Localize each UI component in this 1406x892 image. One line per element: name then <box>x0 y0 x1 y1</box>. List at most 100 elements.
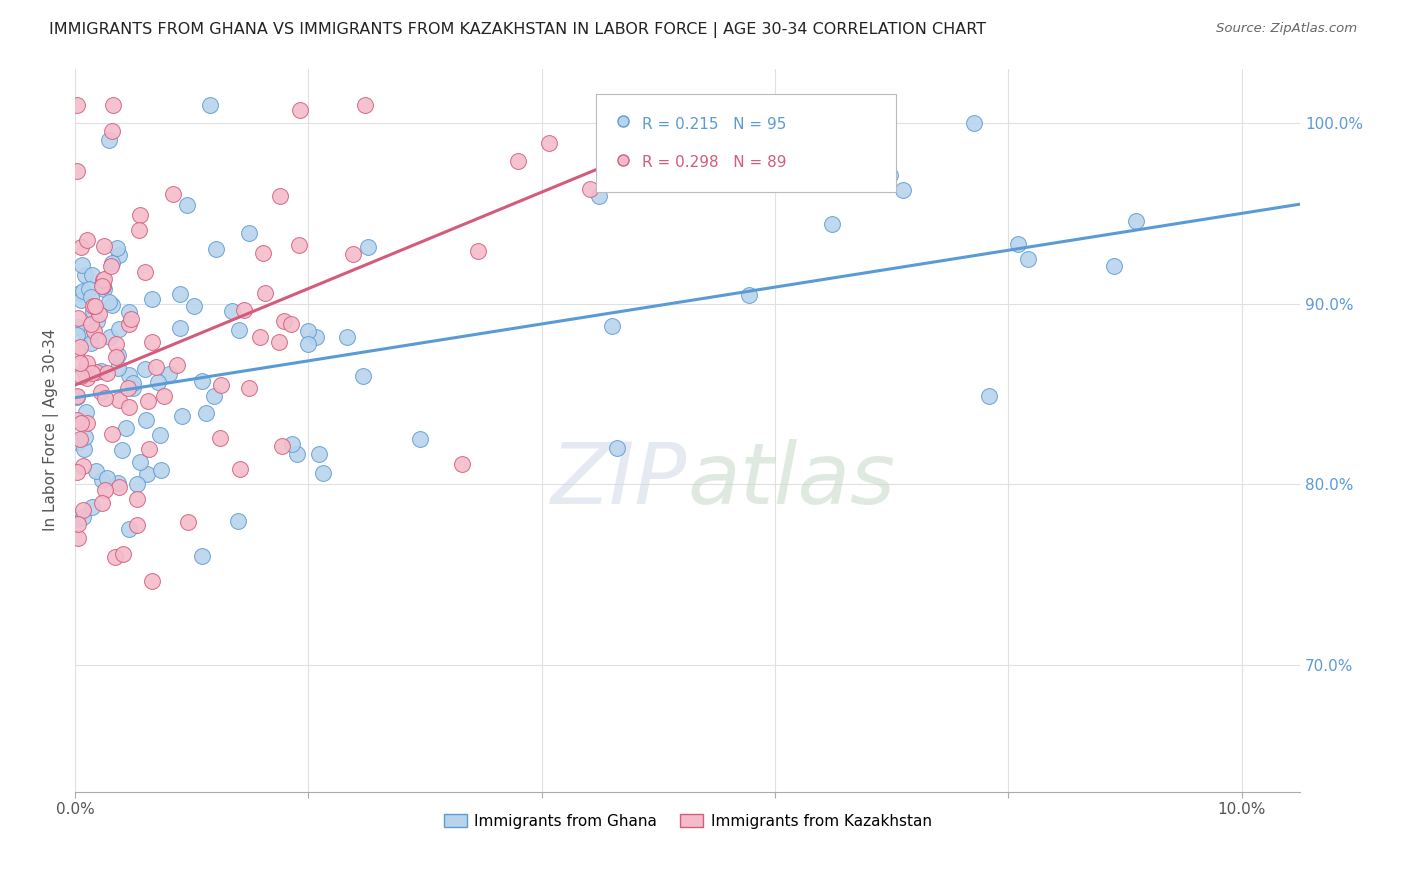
Point <box>191 549 214 563</box>
Point <box>738 288 761 302</box>
Point <box>128 455 150 469</box>
Point <box>336 330 359 344</box>
Point <box>198 97 221 112</box>
Point <box>100 297 122 311</box>
Point <box>352 368 374 383</box>
Point <box>467 244 489 258</box>
Point <box>72 502 94 516</box>
Point <box>117 381 139 395</box>
Point <box>166 359 188 373</box>
Point <box>979 389 1001 403</box>
Point <box>148 375 170 389</box>
Point <box>578 182 600 196</box>
Point <box>73 325 96 339</box>
Point <box>152 388 174 402</box>
Point <box>249 330 271 344</box>
Point <box>86 313 108 327</box>
Point <box>66 343 89 358</box>
Point <box>69 417 91 431</box>
Point <box>190 374 212 388</box>
Point <box>280 437 302 451</box>
Point <box>606 441 628 455</box>
Point <box>79 317 101 331</box>
Point <box>76 370 98 384</box>
Point <box>1017 252 1039 267</box>
Point <box>312 466 335 480</box>
Point <box>82 303 104 318</box>
Point <box>963 116 986 130</box>
Point <box>66 97 89 112</box>
Point <box>83 324 105 338</box>
Point <box>101 97 124 112</box>
Point <box>538 136 561 150</box>
Point <box>172 409 194 424</box>
Text: atlas: atlas <box>688 440 896 523</box>
Text: Source: ZipAtlas.com: Source: ZipAtlas.com <box>1216 22 1357 36</box>
Point <box>226 514 249 528</box>
Point <box>73 442 96 457</box>
Point <box>66 164 89 178</box>
Point <box>97 295 120 310</box>
Point <box>141 292 163 306</box>
Point <box>90 279 112 293</box>
Point <box>308 447 330 461</box>
Point <box>169 287 191 301</box>
Point <box>238 226 260 240</box>
Point <box>90 384 112 399</box>
Point <box>66 327 89 342</box>
Point <box>84 299 107 313</box>
Point <box>70 258 93 272</box>
Point <box>107 360 129 375</box>
Point <box>285 446 308 460</box>
Point <box>209 431 232 445</box>
Point <box>82 300 104 314</box>
Point <box>128 223 150 237</box>
Point <box>128 208 150 222</box>
Point <box>506 154 529 169</box>
Point <box>93 282 115 296</box>
Point <box>76 356 98 370</box>
Point <box>252 246 274 260</box>
Point <box>100 259 122 273</box>
Point <box>67 310 90 325</box>
Point <box>108 480 131 494</box>
Point <box>107 348 129 362</box>
Point <box>114 421 136 435</box>
Point <box>357 240 380 254</box>
Point <box>96 471 118 485</box>
Point <box>72 458 94 473</box>
Point <box>228 323 250 337</box>
Point <box>229 461 252 475</box>
Point <box>82 366 104 380</box>
Text: IMMIGRANTS FROM GHANA VS IMMIGRANTS FROM KAZAKHSTAN IN LABOR FORCE | AGE 30-34 C: IMMIGRANTS FROM GHANA VS IMMIGRANTS FROM… <box>49 22 987 38</box>
Y-axis label: In Labor Force | Age 30-34: In Labor Force | Age 30-34 <box>44 329 59 532</box>
Point <box>342 246 364 260</box>
Point <box>305 329 328 343</box>
Point <box>80 335 103 350</box>
Point <box>101 427 124 442</box>
Point <box>105 241 128 255</box>
Point <box>70 293 93 307</box>
Point <box>254 285 277 300</box>
Point <box>80 290 103 304</box>
Point <box>73 268 96 282</box>
Point <box>66 413 89 427</box>
Point <box>118 368 141 382</box>
Point <box>1102 259 1125 273</box>
Point <box>204 242 226 256</box>
Point <box>157 367 180 381</box>
Point <box>145 360 167 375</box>
Point <box>221 304 243 318</box>
Point <box>107 248 129 262</box>
Point <box>134 264 156 278</box>
Point <box>86 464 108 478</box>
Point <box>288 238 311 252</box>
Point <box>267 334 290 349</box>
Point <box>90 364 112 378</box>
Point <box>202 389 225 403</box>
Legend: Immigrants from Ghana, Immigrants from Kazakhstan: Immigrants from Ghana, Immigrants from K… <box>437 807 938 835</box>
Point <box>87 306 110 320</box>
Point <box>136 394 159 409</box>
Point <box>80 268 103 282</box>
Text: ZIP: ZIP <box>551 440 688 523</box>
